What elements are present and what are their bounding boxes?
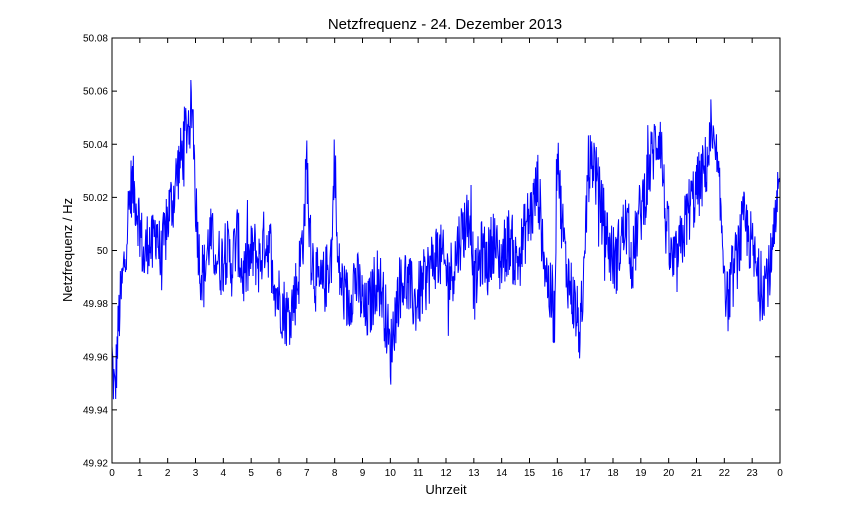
y-tick-label: 49.96 [83, 352, 108, 363]
x-tick-label: 15 [524, 468, 536, 479]
y-tick-label: 50 [97, 246, 109, 257]
y-tick-label: 49.98 [83, 299, 108, 310]
x-tick-label: 4 [221, 468, 227, 479]
x-axis-label: Uhrzeit [425, 482, 467, 497]
x-tick-label: 12 [440, 468, 452, 479]
frequency-series-line [111, 79, 781, 400]
chart-title: Netzfrequenz - 24. Dezember 2013 [328, 16, 562, 33]
x-tick-label: 16 [552, 468, 564, 479]
x-tick-label: 22 [719, 468, 731, 479]
x-tick-label: 7 [304, 468, 310, 479]
x-tick-label: 1 [137, 468, 143, 479]
y-tick-label: 50.02 [83, 193, 108, 204]
y-tick-label: 50.04 [83, 140, 108, 151]
x-tick-label: 17 [580, 468, 592, 479]
x-tick-label: 9 [360, 468, 366, 479]
x-tick-label: 19 [635, 468, 647, 479]
y-tick-label: 49.92 [83, 459, 108, 470]
x-tick-label: 21 [691, 468, 703, 479]
x-tick-label: 10 [385, 468, 397, 479]
x-tick-label: 11 [413, 468, 424, 479]
y-tick-label: 50.06 [83, 87, 108, 98]
x-tick-label: 23 [747, 468, 759, 479]
y-axis: 49.92 49.94 49.96 49.98 50 50.02 50.04 50.06 50.… [83, 34, 780, 470]
x-tick-label: 6 [276, 468, 282, 479]
x-tick-label: 0 [777, 468, 783, 479]
x-tick-label: 0 [109, 468, 115, 479]
x-tick-label: 2 [165, 468, 171, 479]
axes-box [111, 37, 781, 464]
x-tick-label: 5 [248, 468, 254, 479]
x-tick-label: 18 [607, 468, 619, 479]
y-axis-label: Netzfrequenz / Hz [60, 198, 75, 302]
y-tick-label: 49.94 [83, 405, 108, 416]
plot-area [111, 79, 781, 400]
x-tick-label: 8 [332, 468, 338, 479]
y-tick-label: 50.08 [83, 34, 108, 45]
x-tick-label: 13 [468, 468, 480, 479]
x-tick-label: 14 [496, 468, 508, 479]
x-tick-label: 20 [663, 468, 675, 479]
x-tick-label: 3 [193, 468, 199, 479]
x-axis: 0 1 2 3 4 5 6 7 8 9 10 11 12 13 14 15 16 17 18 19 20 21 22 23 0 [109, 38, 783, 479]
